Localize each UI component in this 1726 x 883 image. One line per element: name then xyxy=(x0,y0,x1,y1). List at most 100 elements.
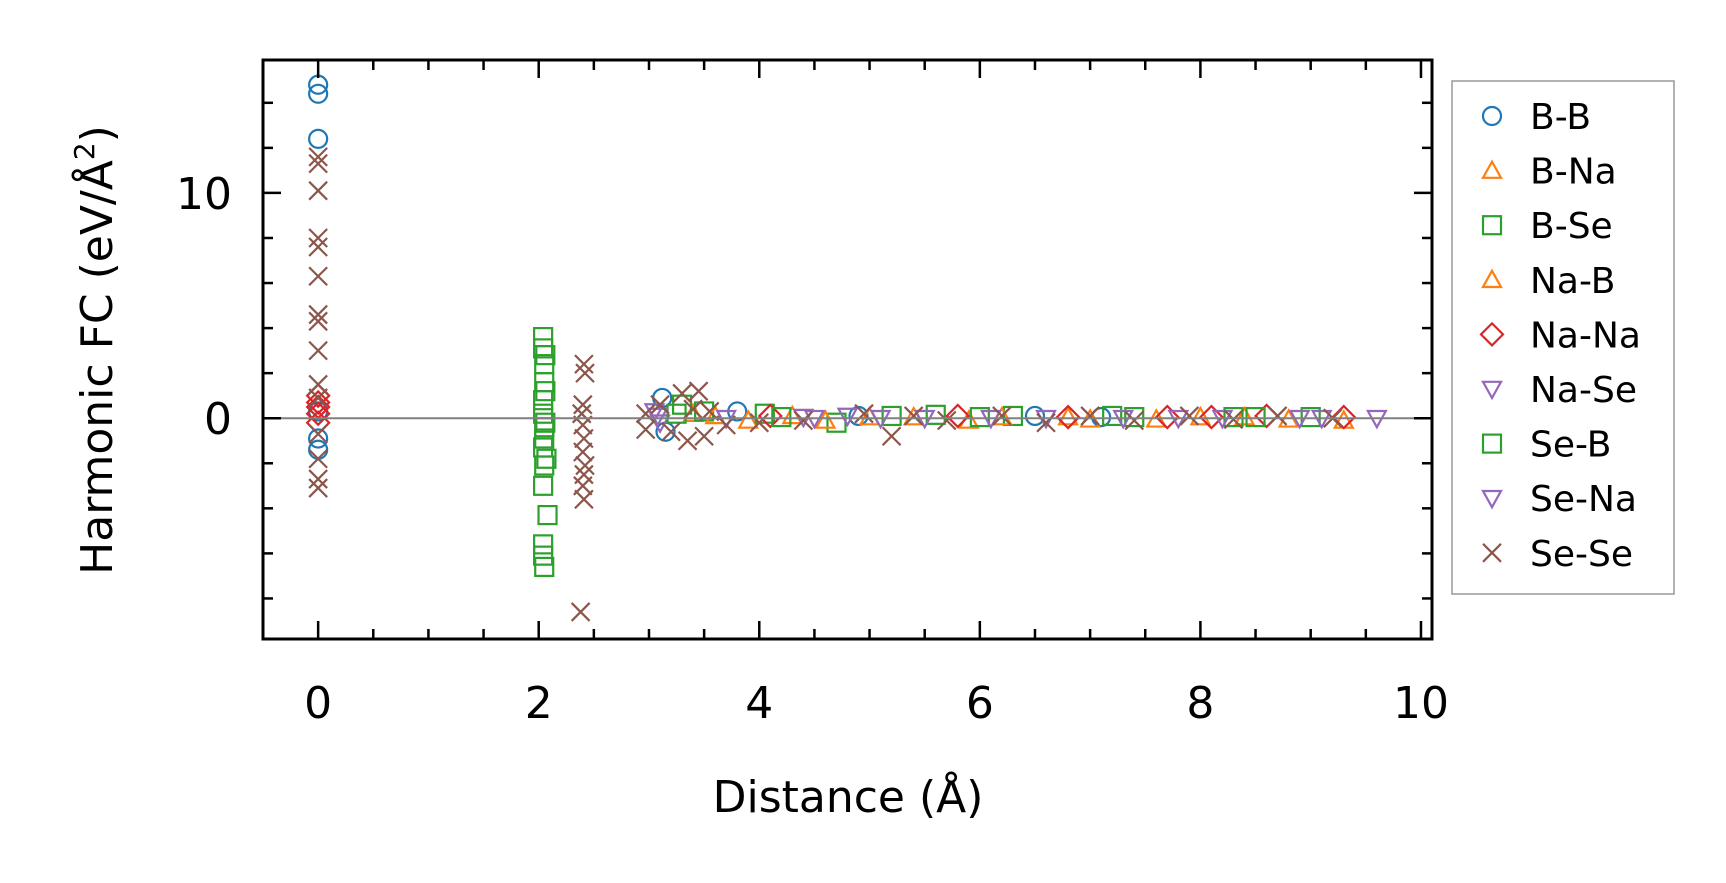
data-point xyxy=(925,404,946,425)
series-b-b xyxy=(308,74,1112,460)
series-se-b xyxy=(535,345,1266,469)
data-point xyxy=(535,412,556,433)
x-tick-label: 8 xyxy=(1186,678,1214,729)
data-point xyxy=(308,448,328,469)
data-point xyxy=(575,455,595,476)
legend-label: B-B xyxy=(1530,97,1591,138)
data-point xyxy=(688,381,709,401)
y-tick-label: 0 xyxy=(204,394,232,445)
data-point xyxy=(672,383,692,404)
data-point xyxy=(694,426,714,447)
data-point xyxy=(574,489,594,510)
legend-label: B-Se xyxy=(1530,206,1613,247)
data-point xyxy=(854,403,874,424)
data-point xyxy=(1154,404,1180,430)
data-point xyxy=(308,128,329,149)
data-point xyxy=(1300,406,1321,428)
data-point xyxy=(308,180,328,201)
data-point xyxy=(836,407,859,428)
data-point xyxy=(308,83,329,104)
data-point xyxy=(537,504,558,526)
legend-marker-icon xyxy=(1481,268,1503,289)
legend-marker-icon xyxy=(1481,105,1503,127)
y-axis-label: Harmonic FC (eV/Å2) xyxy=(68,125,123,575)
data-point xyxy=(1233,405,1256,426)
data-point xyxy=(650,394,670,415)
legend-marker-icon xyxy=(1481,159,1503,179)
data-point xyxy=(661,421,681,442)
data-point xyxy=(533,534,554,555)
legend: B-B B-Na B-Se Na-B Na-Na Na-Se Se-B Se-Na Se-Se xyxy=(1451,80,1675,595)
data-point xyxy=(536,448,557,469)
data-point xyxy=(771,406,792,428)
data-point xyxy=(534,455,555,476)
data-point xyxy=(308,237,328,257)
data-point xyxy=(533,327,554,348)
data-point xyxy=(793,410,814,431)
data-point xyxy=(992,406,1012,426)
data-point xyxy=(1057,405,1079,426)
data-point xyxy=(1080,406,1100,426)
data-point xyxy=(308,304,328,325)
data-point xyxy=(903,406,924,426)
data-point xyxy=(533,545,554,566)
data-point xyxy=(749,412,770,433)
legend-label: Na-B xyxy=(1530,261,1615,302)
data-point xyxy=(308,266,328,287)
plot-frame xyxy=(261,58,1434,641)
legend-item-se-se: Se-Se xyxy=(1482,534,1633,575)
legend-label: B-Na xyxy=(1530,152,1617,193)
data-point xyxy=(533,475,554,496)
y-tick-labels: 0 10 xyxy=(176,169,232,445)
x-tick-label: 10 xyxy=(1393,678,1449,729)
legend-marker-icon xyxy=(1481,215,1503,236)
data-point xyxy=(308,340,328,361)
y-axis-label-main: Harmonic FC (eV/Å xyxy=(70,160,123,575)
axis-ticks xyxy=(261,60,1432,639)
legend-marker-icon xyxy=(1481,380,1503,401)
data-point xyxy=(570,602,591,622)
legend-item-se-b: Se-B xyxy=(1481,425,1611,466)
legend-item-na-se: Na-Se xyxy=(1481,370,1637,411)
data-point xyxy=(881,426,902,447)
y-axis-label-sup: 2 xyxy=(68,142,101,160)
x-tick-label: 0 xyxy=(304,678,332,729)
data-point xyxy=(308,228,328,248)
data-point xyxy=(936,410,957,431)
data-point xyxy=(757,403,783,429)
data-point xyxy=(969,406,990,428)
data-point xyxy=(814,409,837,429)
data-point xyxy=(1002,405,1024,427)
legend-label: Na-Se xyxy=(1530,370,1637,411)
legend-item-se-na: Se-Na xyxy=(1481,479,1637,520)
legend-label: Se-Na xyxy=(1530,479,1637,520)
y-axis-label-close: ) xyxy=(72,125,123,142)
data-point xyxy=(308,424,328,444)
data-point xyxy=(881,405,902,427)
data-point xyxy=(1024,405,1046,427)
series-na-na xyxy=(305,383,1357,436)
data-point xyxy=(635,403,656,424)
data-point xyxy=(1189,405,1212,426)
data-point xyxy=(1102,405,1123,427)
legend-label: Na-Na xyxy=(1530,315,1641,356)
data-point xyxy=(533,338,554,359)
x-tick-label: 4 xyxy=(745,678,773,729)
data-point xyxy=(305,389,331,415)
legend-marker-icon xyxy=(1482,543,1502,563)
y-tick-label: 10 xyxy=(176,169,232,220)
data-point xyxy=(534,417,555,438)
data-point xyxy=(535,381,556,402)
data-point xyxy=(646,407,669,428)
data-point xyxy=(1223,406,1244,428)
data-point xyxy=(945,403,971,429)
legend-item-b-b: B-B xyxy=(1481,97,1591,138)
data-point xyxy=(574,354,594,374)
legend-label: Se-B xyxy=(1530,425,1611,466)
data-point xyxy=(308,147,328,167)
data-points xyxy=(305,74,1388,622)
series-se-se xyxy=(308,147,1343,622)
data-point xyxy=(1245,406,1266,428)
data-point xyxy=(308,311,328,332)
